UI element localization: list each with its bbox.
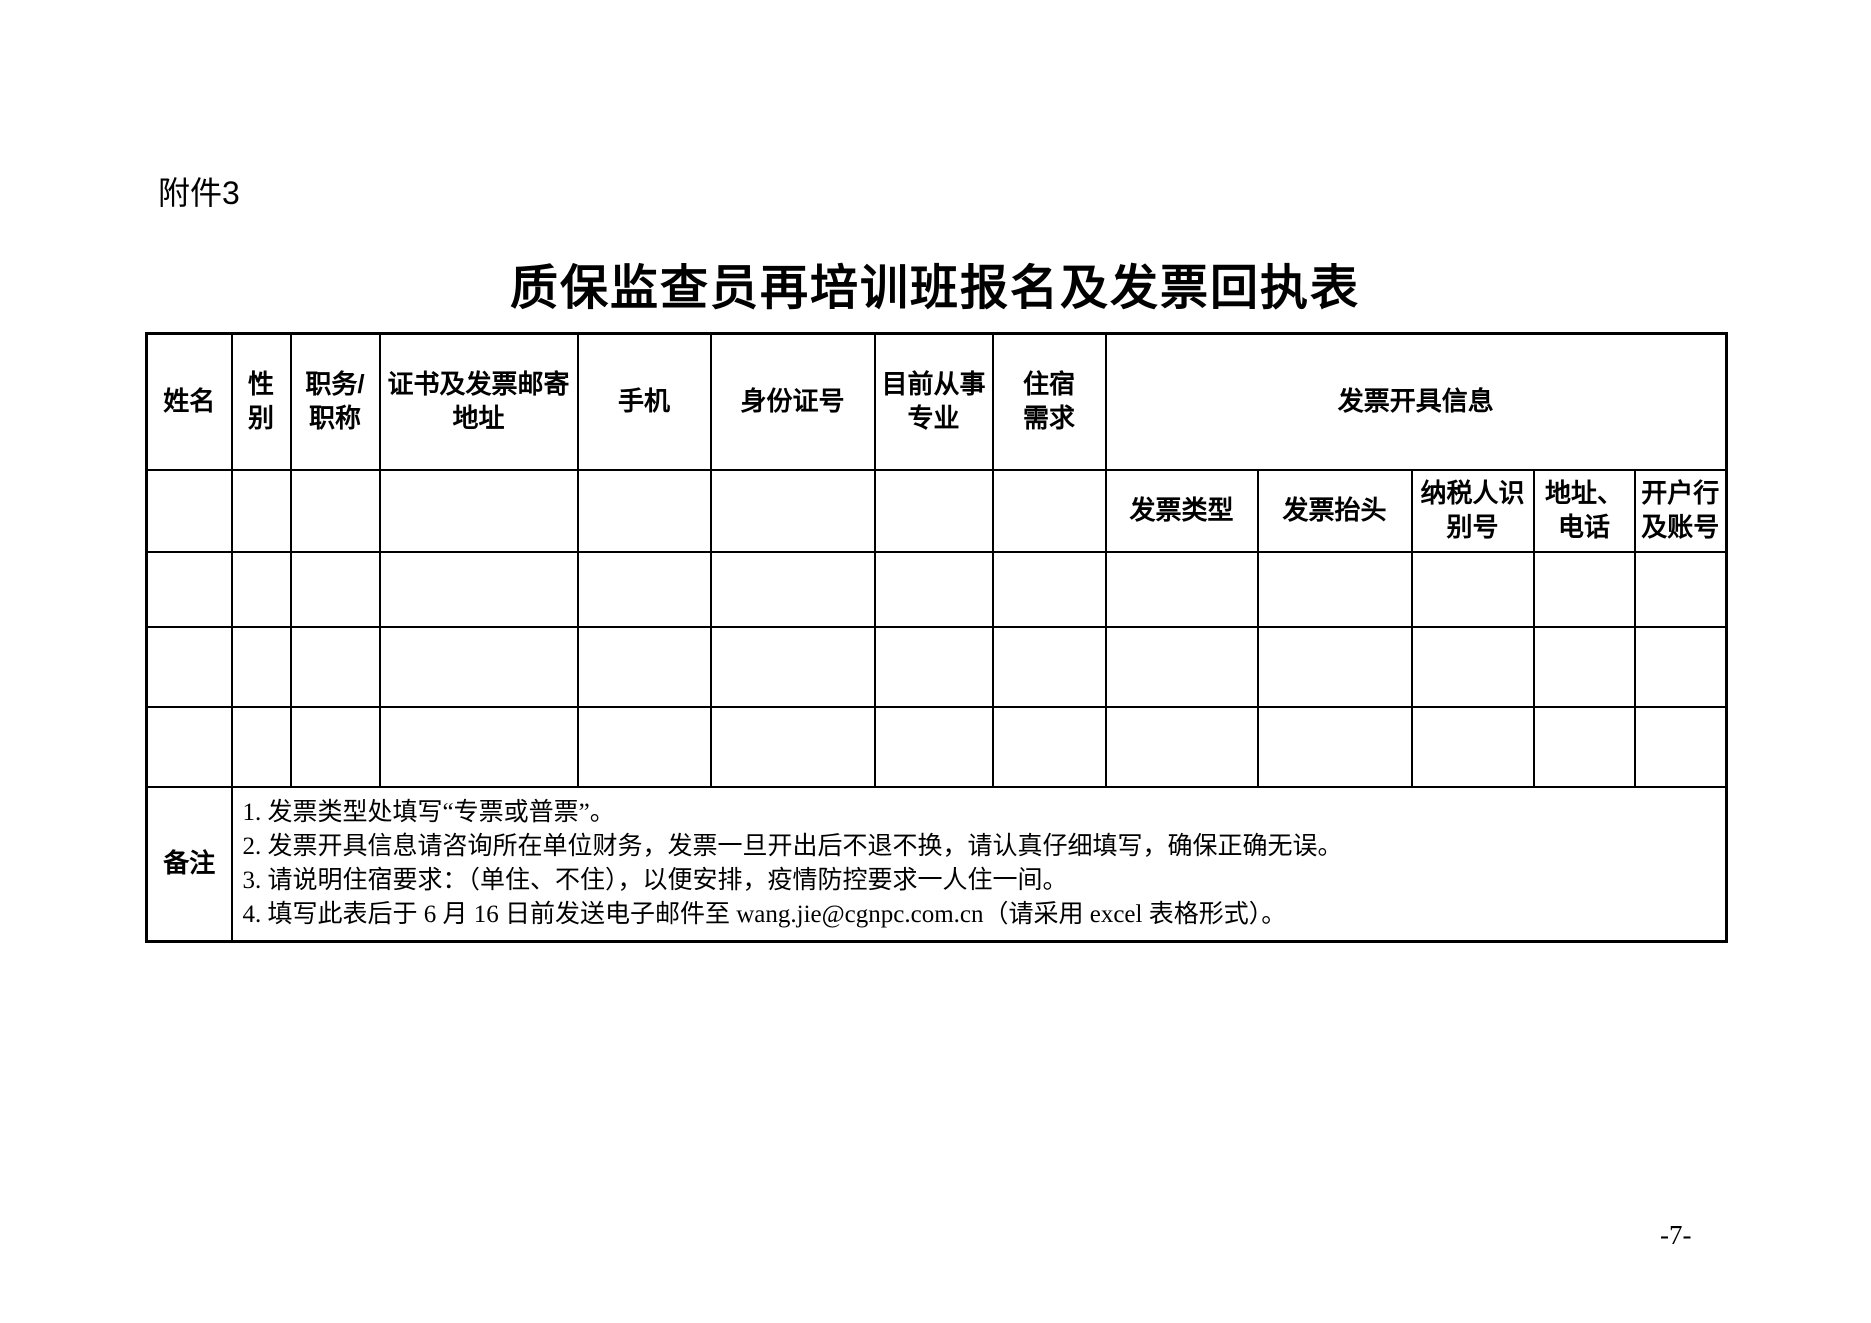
page-title: 质保监查员再培训班报名及发票回执表 [509,262,1360,315]
header-id-number: 身份证号 [709,332,876,471]
empty-cell [145,625,233,708]
empty-cell [289,550,381,628]
empty-cell [378,550,579,628]
empty-cell [230,625,292,708]
empty-cell [709,550,876,628]
table-row [145,625,1728,708]
empty-cell [1532,705,1636,788]
remarks-label: 备注 [145,785,233,943]
empty-cell [378,705,579,788]
remark-line-2: 2. 发票开具信息请咨询所在单位财务，发票一旦开出后不退不换，请认真仔细填写，确… [242,832,1343,860]
empty-cell [1532,625,1636,708]
empty-cell [289,625,381,708]
subheader-invoice-type: 发票类型 [1104,468,1259,553]
subheader-address-phone: 地址、 电话 [1532,468,1636,553]
table-subheader-row: 发票类型 发票抬头 纳税人识 别号 地址、 电话 开户行 及账号 [145,468,1728,553]
empty-cell [873,705,994,788]
empty-cell [1410,705,1535,788]
subheader-bank-account: 开户行 及账号 [1633,468,1728,553]
empty-cell [1256,705,1413,788]
table-row [145,550,1728,628]
empty-cell [991,550,1107,628]
empty-cell [991,705,1107,788]
subheader-taxpayer-id: 纳税人识 别号 [1410,468,1535,553]
empty-cell [1104,625,1259,708]
empty-cell [1532,550,1636,628]
empty-cell [289,468,381,553]
header-invoice-info: 发票开具信息 [1104,332,1728,471]
remarks-row: 备注 1. 发票类型处填写“专票或普票”。 2. 发票开具信息请咨询所在单位财务… [145,785,1728,943]
empty-cell [873,625,994,708]
header-mobile: 手机 [576,332,712,471]
attachment-label: 附件3 [158,175,240,211]
empty-cell [1104,705,1259,788]
empty-cell [576,468,712,553]
header-accommodation-need: 住宿 需求 [991,332,1107,471]
empty-cell [145,550,233,628]
table-row [145,705,1728,788]
empty-cell [709,625,876,708]
remarks-content: 1. 发票类型处填写“专票或普票”。 2. 发票开具信息请咨询所在单位财务，发票… [230,785,1728,943]
empty-cell [289,705,381,788]
empty-cell [576,705,712,788]
empty-cell [1256,625,1413,708]
table-header-row: 姓名 性 别 职务/ 职称 证书及发票邮寄 地址 手机 身份证号 目前从事 专业… [145,332,1728,471]
empty-cell [991,468,1107,553]
empty-cell [1633,625,1728,708]
header-name: 姓名 [145,332,233,471]
empty-cell [1633,705,1728,788]
empty-cell [230,705,292,788]
header-mailing-address: 证书及发票邮寄 地址 [378,332,579,471]
remark-line-3: 3. 请说明住宿要求：（单住、不住），以便安排，疫情防控要求一人住一间。 [242,866,1068,894]
subheader-invoice-title: 发票抬头 [1256,468,1413,553]
header-current-profession: 目前从事 专业 [873,332,994,471]
empty-cell [145,705,233,788]
empty-cell [1410,625,1535,708]
empty-cell [576,625,712,708]
registration-table: 姓名 性 别 职务/ 职称 证书及发票邮寄 地址 手机 身份证号 目前从事 专业… [145,332,1728,943]
empty-cell [378,625,579,708]
empty-cell [709,705,876,788]
empty-cell [873,468,994,553]
remark-line-1: 1. 发票类型处填写“专票或普票”。 [242,798,615,826]
empty-cell [145,468,233,553]
empty-cell [230,468,292,553]
header-position-title: 职务/ 职称 [289,332,381,471]
empty-cell [991,625,1107,708]
empty-cell [1633,550,1728,628]
empty-cell [1104,550,1259,628]
empty-cell [576,550,712,628]
remark-line-4: 4. 填写此表后于 6 月 16 日前发送电子邮件至 wang.jie@cgnp… [242,900,1287,928]
empty-cell [230,550,292,628]
empty-cell [1256,550,1413,628]
empty-cell [709,468,876,553]
empty-cell [378,468,579,553]
header-gender: 性 别 [230,332,292,471]
page-number: -7- [1660,1220,1692,1250]
empty-cell [1410,550,1535,628]
empty-cell [873,550,994,628]
